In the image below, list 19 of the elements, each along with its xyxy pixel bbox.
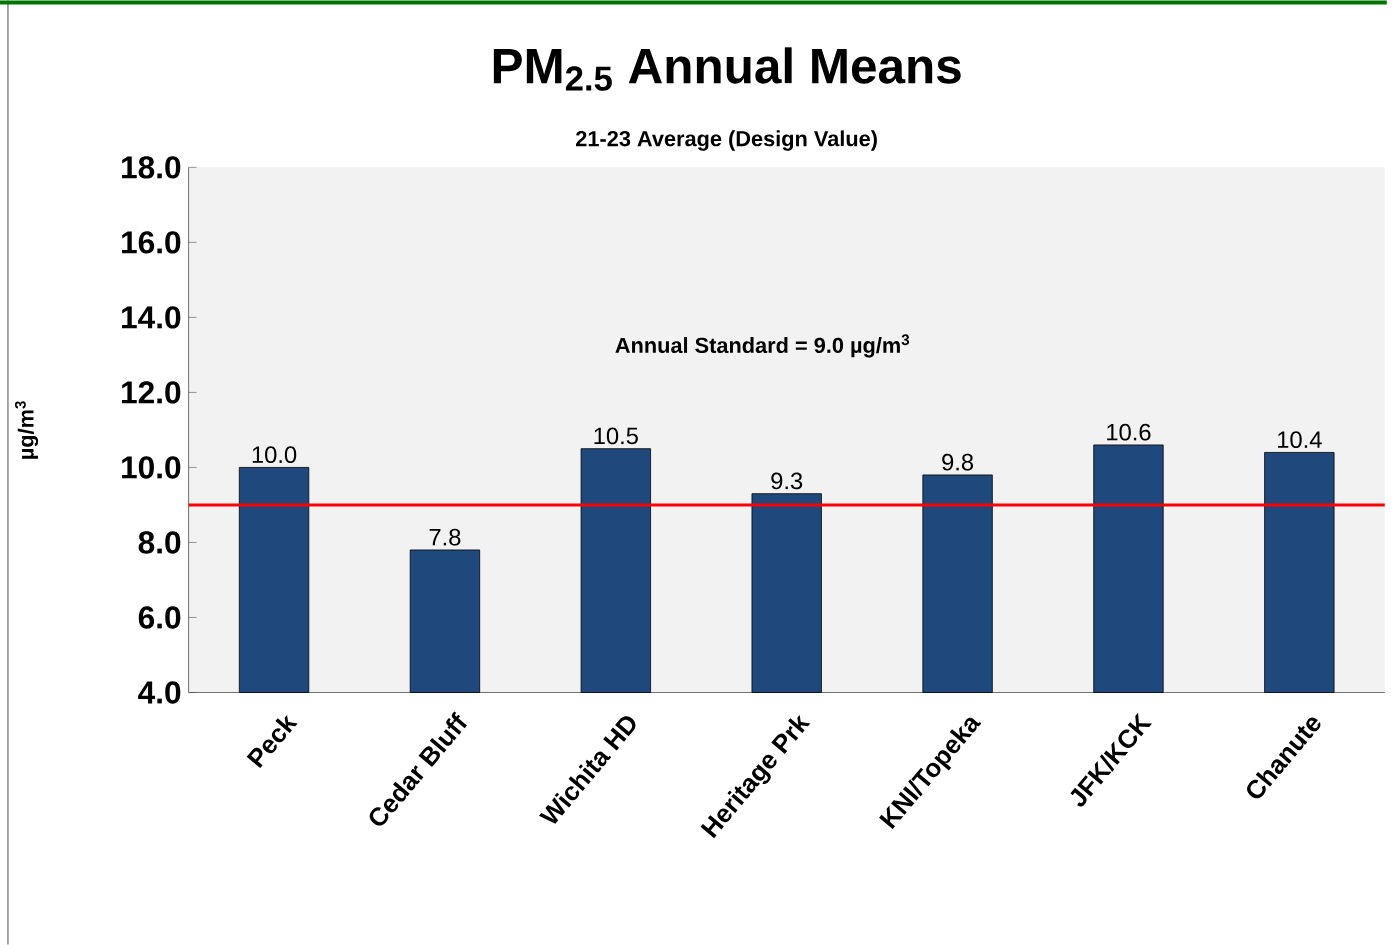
y-tick-label: 18.0 (122, 156, 181, 179)
annotation: Annual Standard = 9.0 µg/m$^{3}$ (615, 334, 910, 358)
y-axis-title: µg/m$^{3}$ (14, 401, 39, 459)
data-label: 7.8 (429, 528, 461, 546)
data-label: 9.8 (942, 453, 974, 471)
chart-title: PM$_{2.5}$ Annual Means (493, 47, 961, 91)
data-label: 10.5 (594, 427, 638, 445)
y-tick-label: 10.0 (122, 456, 181, 479)
y-tick-label: 8.0 (138, 531, 181, 554)
y-tick-label: 12.0 (122, 381, 181, 404)
data-label: 10.6 (1107, 423, 1151, 441)
y-tick-label: 4.0 (138, 681, 181, 704)
y-tick-label: 16.0 (122, 231, 181, 254)
y-tick-label: 14.0 (122, 306, 181, 329)
data-label: 10.4 (1278, 431, 1322, 448)
y-tick-label: 6.0 (138, 606, 181, 629)
data-label: 10.0 (252, 446, 297, 463)
chart-subtitle: 21-23 Average (Design Value) (576, 130, 877, 151)
data-label: 9.3 (771, 472, 803, 490)
